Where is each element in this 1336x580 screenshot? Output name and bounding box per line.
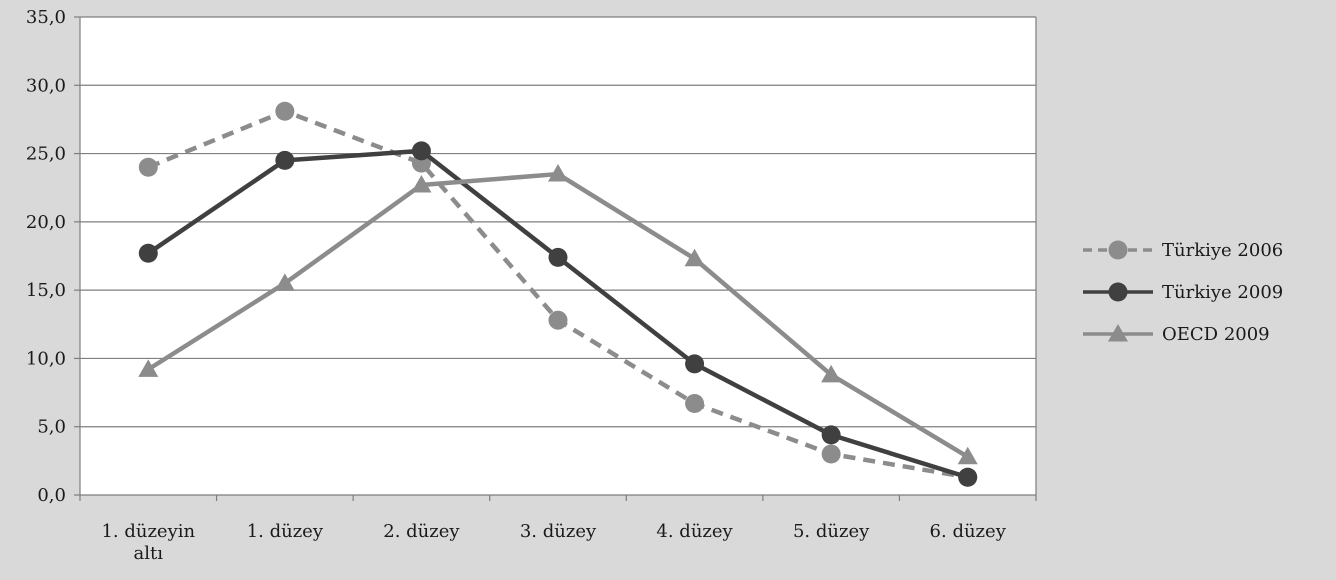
legend-label: OECD 2009 bbox=[1162, 324, 1270, 345]
data-point bbox=[138, 243, 158, 263]
data-point bbox=[684, 248, 705, 267]
data-point bbox=[548, 310, 568, 330]
legend: Türkiye 2006 Türkiye 2009 OECD 2009 bbox=[1083, 240, 1283, 345]
series-türkiye-2009 bbox=[138, 141, 978, 487]
data-point bbox=[685, 393, 705, 413]
data-point bbox=[548, 164, 568, 182]
x-category-label-line: 3. düzey bbox=[520, 521, 597, 542]
x-category-label-line: 4. düzey bbox=[656, 521, 733, 542]
x-category-label: 6. düzey bbox=[930, 521, 1007, 542]
x-category-label: 5. düzey bbox=[793, 521, 870, 542]
y-tick-label: 15,0 bbox=[26, 280, 66, 301]
x-category-label-line: 1. düzeyin bbox=[101, 521, 195, 542]
x-category-label-line: altı bbox=[134, 543, 164, 564]
legend-marker bbox=[1108, 240, 1128, 260]
x-category-label-line: 5. düzey bbox=[793, 521, 870, 542]
series-layer bbox=[138, 101, 978, 487]
data-point bbox=[411, 174, 432, 193]
y-tick-label: 20,0 bbox=[26, 212, 66, 233]
x-category-label: 4. düzey bbox=[656, 521, 733, 542]
x-category-label: 1. düzeyin altı bbox=[101, 521, 195, 564]
x-category-label-line: 1. düzey bbox=[247, 521, 324, 542]
data-point bbox=[138, 359, 159, 377]
grid bbox=[80, 16, 1036, 428]
data-point bbox=[685, 354, 705, 374]
axes: 0,0 5,0 10,0 15,0 20,0 25,0 30,0 35,0 1. düzeyin… bbox=[26, 7, 1037, 564]
data-point bbox=[957, 446, 978, 465]
data-point bbox=[138, 157, 158, 177]
legend-marker bbox=[1108, 282, 1128, 302]
x-category-label: 3. düzey bbox=[520, 521, 597, 542]
data-point bbox=[411, 141, 431, 161]
legend-item: Türkiye 2009 bbox=[1083, 282, 1283, 303]
x-category-label-line: 6. düzey bbox=[930, 521, 1007, 542]
data-point bbox=[958, 467, 978, 487]
legend-label: Türkiye 2009 bbox=[1162, 282, 1283, 303]
x-category-label-line: 2. düzey bbox=[383, 521, 460, 542]
data-point bbox=[548, 247, 568, 267]
y-tick-label: 5,0 bbox=[37, 417, 66, 438]
y-tick-label: 0,0 bbox=[37, 485, 66, 506]
data-point bbox=[275, 101, 295, 121]
y-tick-label: 25,0 bbox=[26, 144, 66, 165]
legend-label: Türkiye 2006 bbox=[1162, 240, 1283, 261]
data-point bbox=[275, 150, 295, 170]
legend-item: OECD 2009 bbox=[1083, 324, 1270, 345]
legend-item: Türkiye 2006 bbox=[1083, 240, 1283, 261]
y-tick-label: 30,0 bbox=[26, 75, 66, 96]
data-point bbox=[821, 444, 841, 464]
legend-marker bbox=[1108, 324, 1128, 342]
y-tick-label: 10,0 bbox=[26, 348, 66, 369]
y-tick-label: 35,0 bbox=[26, 7, 66, 28]
data-point bbox=[274, 273, 295, 291]
data-point bbox=[821, 364, 842, 383]
series-oecd-2009 bbox=[138, 164, 978, 465]
data-point bbox=[821, 425, 841, 445]
x-category-label: 2. düzey bbox=[383, 521, 460, 542]
x-category-label: 1. düzey bbox=[247, 521, 324, 542]
